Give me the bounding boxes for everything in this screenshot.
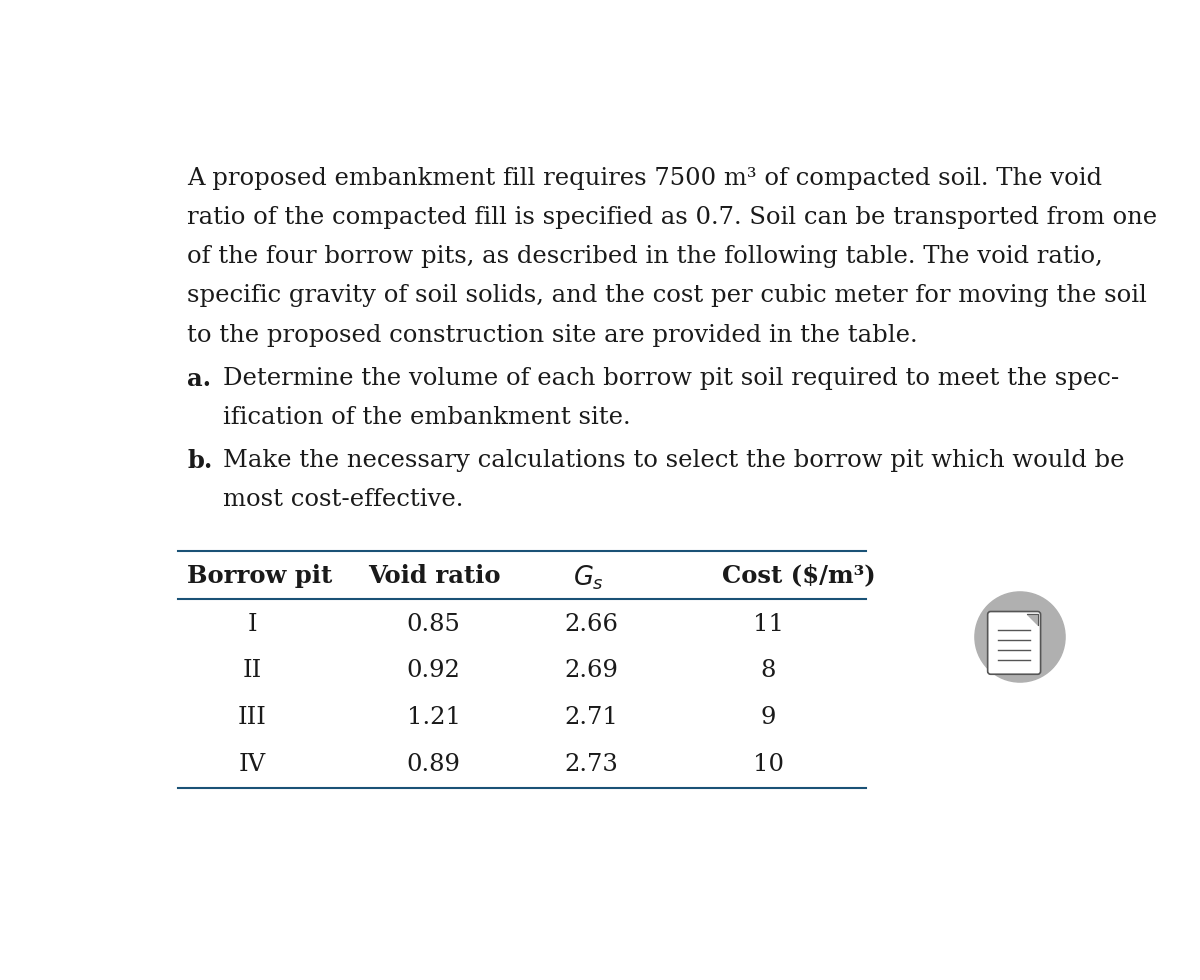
Text: 8: 8 bbox=[761, 660, 776, 682]
Text: 2.66: 2.66 bbox=[565, 612, 619, 636]
Text: Determine the volume of each borrow pit soil required to meet the spec-: Determine the volume of each borrow pit … bbox=[222, 367, 1118, 390]
Text: Borrow pit: Borrow pit bbox=[187, 564, 332, 588]
Text: Cost ($/m³): Cost ($/m³) bbox=[722, 564, 876, 588]
Text: IV: IV bbox=[239, 753, 266, 776]
Text: $\mathit{G}_s$: $\mathit{G}_s$ bbox=[574, 564, 604, 592]
Text: 2.71: 2.71 bbox=[565, 707, 619, 729]
Text: 1.21: 1.21 bbox=[407, 707, 461, 729]
Circle shape bbox=[974, 592, 1066, 682]
Text: 0.92: 0.92 bbox=[407, 660, 461, 682]
Text: 2.73: 2.73 bbox=[565, 753, 619, 776]
FancyBboxPatch shape bbox=[988, 612, 1040, 674]
Text: III: III bbox=[238, 707, 266, 729]
Text: 9: 9 bbox=[761, 707, 776, 729]
Text: Make the necessary calculations to select the borrow pit which would be: Make the necessary calculations to selec… bbox=[222, 449, 1124, 471]
Text: to the proposed construction site are provided in the table.: to the proposed construction site are pr… bbox=[187, 323, 918, 347]
Text: b.: b. bbox=[187, 449, 212, 473]
Text: II: II bbox=[242, 660, 262, 682]
Text: 2.69: 2.69 bbox=[565, 660, 619, 682]
Text: 11: 11 bbox=[752, 612, 784, 636]
Text: of the four borrow pits, as described in the following table. The void ratio,: of the four borrow pits, as described in… bbox=[187, 245, 1103, 269]
Text: Void ratio: Void ratio bbox=[368, 564, 502, 588]
Text: ratio of the compacted fill is specified as 0.7. Soil can be transported from on: ratio of the compacted fill is specified… bbox=[187, 206, 1157, 229]
Text: most cost-effective.: most cost-effective. bbox=[222, 488, 463, 512]
Polygon shape bbox=[1027, 614, 1038, 625]
Text: ification of the embankment site.: ification of the embankment site. bbox=[222, 406, 630, 429]
Text: 10: 10 bbox=[752, 753, 784, 776]
Text: A proposed embankment fill requires 7500 m³ of compacted soil. The void: A proposed embankment fill requires 7500… bbox=[187, 167, 1103, 190]
Text: 0.89: 0.89 bbox=[407, 753, 461, 776]
Text: a.: a. bbox=[187, 367, 211, 391]
Text: I: I bbox=[247, 612, 257, 636]
Text: 0.85: 0.85 bbox=[407, 612, 461, 636]
Text: specific gravity of soil solids, and the cost per cubic meter for moving the soi: specific gravity of soil solids, and the… bbox=[187, 284, 1147, 308]
